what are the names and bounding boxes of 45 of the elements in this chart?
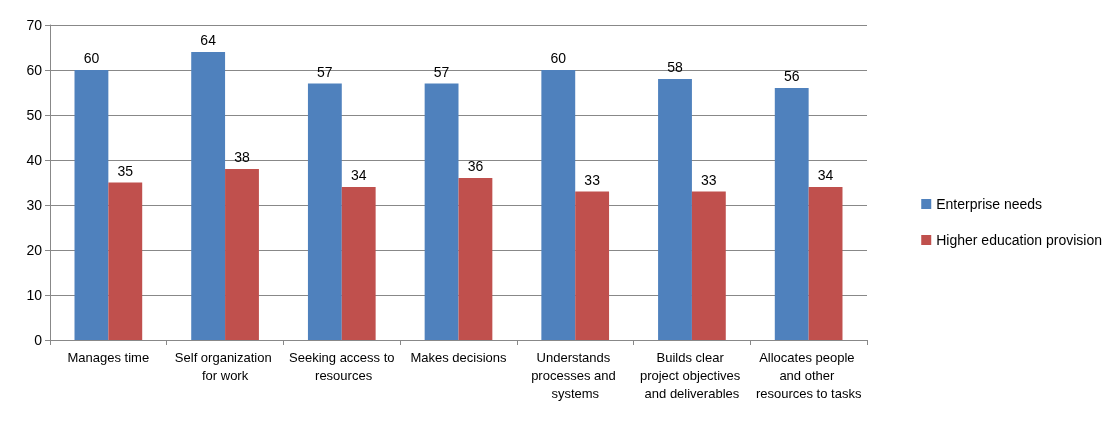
bar bbox=[658, 79, 692, 340]
data-label: 58 bbox=[667, 59, 683, 75]
x-tick-label: Builds clear project objectives and deliverables bbox=[639, 349, 744, 401]
y-tick-label: 50 bbox=[26, 107, 43, 123]
y-tick-label: 0 bbox=[34, 332, 43, 348]
bar bbox=[541, 70, 576, 340]
x-tick-label: Understands processes and systems bbox=[531, 349, 620, 401]
data-label: 60 bbox=[83, 50, 100, 66]
y-tick-label: 10 bbox=[26, 287, 43, 303]
x-tick-label: Self organization for work bbox=[174, 349, 276, 383]
x-tick-label: Manages time bbox=[67, 349, 150, 365]
legend-label: Higher education provision bbox=[936, 232, 1102, 248]
data-label: 60 bbox=[550, 50, 567, 66]
bar bbox=[808, 187, 843, 340]
bar bbox=[424, 83, 459, 340]
bar bbox=[458, 178, 493, 340]
data-label: 34 bbox=[817, 167, 834, 183]
data-label: 38 bbox=[234, 149, 250, 165]
data-label: 64 bbox=[200, 32, 217, 48]
bar bbox=[341, 187, 376, 340]
y-tick-label: 20 bbox=[26, 242, 43, 258]
bar bbox=[225, 169, 259, 340]
data-label: 33 bbox=[701, 171, 717, 188]
x-tick-label: Makes decisions bbox=[410, 349, 508, 365]
data-label: 57 bbox=[317, 63, 333, 80]
x-tick-label: Seeking access to resources bbox=[289, 349, 395, 383]
bar bbox=[575, 191, 610, 340]
y-tick-label: 40 bbox=[26, 152, 43, 168]
bar bbox=[74, 70, 109, 340]
data-label: 33 bbox=[584, 171, 601, 188]
bar bbox=[774, 88, 809, 340]
x-tick-label: Allocates people and other resources to tasks bbox=[755, 349, 862, 401]
y-tick-label: 30 bbox=[26, 197, 43, 213]
legend-label: Enterprise needs bbox=[936, 196, 1043, 212]
y-tick-label: 60 bbox=[26, 62, 43, 78]
bar bbox=[307, 83, 342, 340]
data-label: 56 bbox=[783, 68, 800, 84]
bar bbox=[191, 52, 226, 340]
data-label: 57 bbox=[433, 63, 450, 80]
data-label: 34 bbox=[350, 167, 367, 183]
bar bbox=[108, 182, 143, 340]
bar bbox=[691, 191, 726, 340]
data-label: 35 bbox=[117, 162, 134, 179]
data-label: 36 bbox=[467, 158, 484, 174]
y-tick-label: 70 bbox=[26, 17, 43, 33]
